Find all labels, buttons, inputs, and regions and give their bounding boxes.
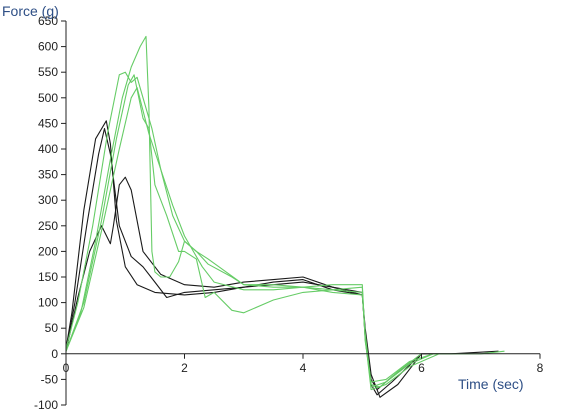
y-tick-label: 150 [38,270,58,284]
x-axis-title: Time (sec) [458,376,524,392]
series-line-4 [65,71,422,388]
x-tick-label: 4 [300,361,307,375]
y-tick-label: 50 [45,321,59,335]
x-tick-label: 2 [181,361,188,375]
series-line-5 [65,35,434,388]
y-tick-label: 0 [51,347,58,361]
y-tick-label: 100 [38,296,58,310]
y-tick-label: 350 [38,168,58,182]
series-line-1 [65,120,499,396]
y-ticks: -100 -50 0 50 100 150 200 250 300 350 400 450 500 550… [34,14,66,412]
series-line-7 [65,87,505,383]
y-tick-label: 250 [38,219,58,233]
y-axis-title: Force (g) [2,3,59,19]
y-tick-label: 600 [38,40,58,54]
x-tick-label: 6 [418,361,425,375]
series-line-3 [65,176,422,398]
y-tick-label: -100 [34,398,58,412]
y-tick-label: 200 [38,244,58,258]
y-tick-label: 650 [38,14,58,28]
x-tick-label: 8 [537,361,544,375]
y-tick-label: 450 [38,116,58,130]
x-tick-label: 0 [63,361,70,375]
y-tick-label: 500 [38,91,58,105]
series-layer [65,35,505,398]
y-tick-label: 400 [38,142,58,156]
x-ticks: 0 2 4 6 8 [63,353,544,375]
y-tick-label: 300 [38,193,58,207]
y-tick-label: -50 [41,372,59,386]
y-tick-label: 550 [38,65,58,79]
